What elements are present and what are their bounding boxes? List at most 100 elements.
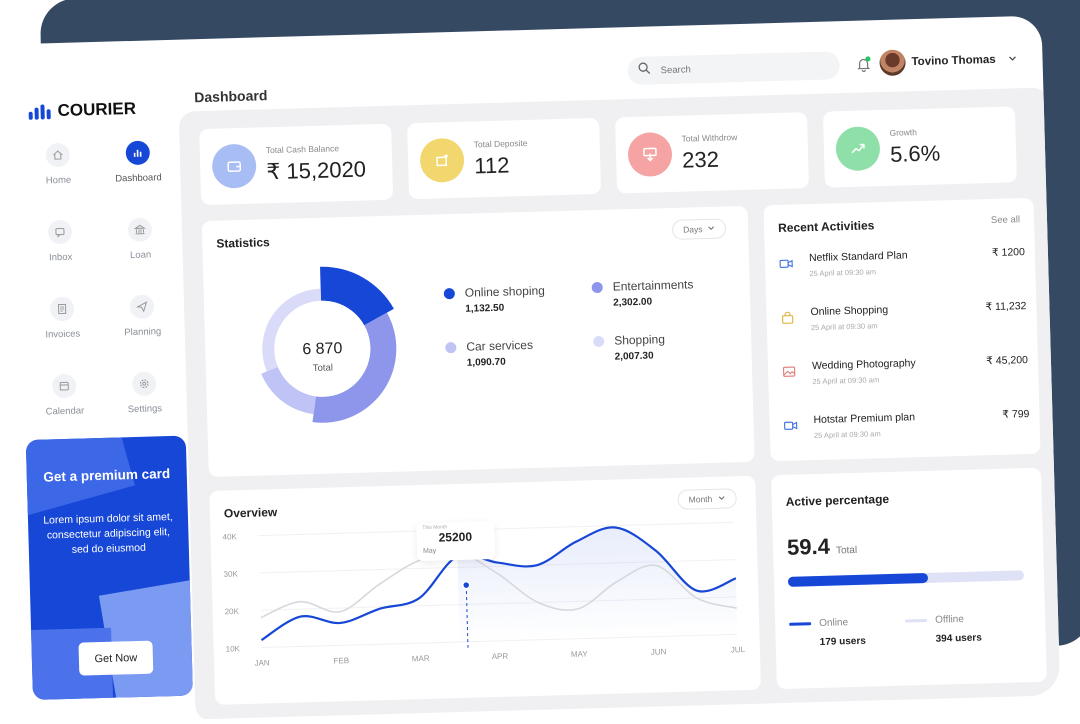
user-menu[interactable]: Tovino Thomas <box>879 46 1018 77</box>
stat-label: Growth <box>889 127 918 138</box>
sidebar-item-loan[interactable]: Loan <box>100 217 181 262</box>
stat-card-growth[interactable]: Growth 5.6% <box>822 106 1017 188</box>
donut-slice <box>261 366 316 415</box>
legend-entertainments: Entertainments 2,302.00 <box>591 277 694 309</box>
chevron-down-icon <box>707 224 715 234</box>
legend-value: 2,302.00 <box>613 296 653 309</box>
promo-decoration <box>98 579 193 700</box>
sidebar-item-planning[interactable]: Planning <box>102 294 183 339</box>
donut-total-value: 6 870 <box>302 340 343 359</box>
active-percentage-title: Active percentage <box>785 491 890 509</box>
x-tick-label: APR <box>492 652 509 661</box>
overview-card: Overview Month 10K 20K 30K 40K JAN FEB MAR APR M… <box>209 475 762 705</box>
offline-label: Offline <box>934 613 965 626</box>
legend-car-services: Car services 1,090.70 <box>445 338 533 369</box>
activity-amount: ₹ 799 <box>1002 408 1030 421</box>
notification-bell-icon[interactable] <box>855 56 871 73</box>
see-all-link[interactable]: See all <box>990 214 1021 227</box>
x-tick-label: FEB <box>333 656 349 665</box>
donut-center: 6 870 Total <box>282 340 363 375</box>
area-fill <box>457 527 738 643</box>
sidebar-nav: Home Dashboard Inbox Loan Invoices Plann… <box>17 140 185 418</box>
x-tick-label: MAR <box>412 654 430 663</box>
y-tick-label: 40K <box>222 532 237 541</box>
chevron-down-icon <box>717 494 725 504</box>
stat-card-cash-balance[interactable]: Total Cash Balance ₹ 15,2020 <box>199 123 394 206</box>
logo-icon <box>28 103 51 120</box>
stat-label: Total Withdrow <box>681 132 738 144</box>
sidebar-item-settings[interactable]: Settings <box>104 371 185 416</box>
recent-activities-card: Recent Activities See all Netflix Standa… <box>763 197 1041 462</box>
donut-slice <box>320 266 394 326</box>
offline-users: 394 users <box>935 632 982 645</box>
activity-date: 25 April at 09:30 am <box>813 429 881 441</box>
activity-name: Netflix Standard Plan <box>808 249 908 265</box>
grid-line <box>258 521 735 537</box>
legend-label: Shopping <box>614 332 666 348</box>
chart-tooltip: This Month 25200 May <box>416 521 496 562</box>
invoice-icon <box>49 296 75 322</box>
stat-card-withdraw[interactable]: Total Withdrow 232 <box>614 112 810 194</box>
highlight-line <box>465 585 469 648</box>
growth-icon <box>835 126 881 172</box>
statistics-title: Statistics <box>216 235 270 251</box>
online-stat: Online 179 users <box>789 617 866 649</box>
bag-icon <box>780 311 794 325</box>
active-progress-track <box>787 570 1025 587</box>
sidebar-item-dashboard[interactable]: Dashboard <box>97 140 178 185</box>
sidebar-item-invoices[interactable]: Invoices <box>22 296 103 341</box>
activity-item[interactable]: Online Shopping 25 April at 09:30 am ₹ 1… <box>780 300 1027 345</box>
active-value: 59.4 <box>786 533 831 560</box>
chevron-down-icon <box>1007 53 1017 66</box>
notification-dot <box>865 56 871 62</box>
sidebar-item-inbox[interactable]: Inbox <box>20 219 101 264</box>
legend-label: Car services <box>466 337 534 354</box>
month-filter-dropdown[interactable]: Month <box>677 488 737 510</box>
stat-card-deposit[interactable]: Total Deposite 112 <box>407 117 602 200</box>
x-tick-label: MAY <box>571 649 589 658</box>
days-filter-dropdown[interactable]: Days <box>671 218 727 240</box>
activity-item[interactable]: Hotstar Premium plan 25 April at 09:30 a… <box>783 408 1030 453</box>
stat-value: ₹ 15,2020 <box>266 156 367 185</box>
search-input[interactable] <box>658 59 823 77</box>
offline-stat: Offline 394 users <box>905 613 982 645</box>
stat-label: Total Deposite <box>473 137 528 150</box>
avatar <box>879 49 906 77</box>
series-line-secondary <box>260 551 737 619</box>
sidebar-item-calendar[interactable]: Calendar <box>24 373 105 418</box>
chart-icon <box>125 140 151 166</box>
sidebar-item-home[interactable]: Home <box>17 142 98 187</box>
activity-date: 25 April at 09:30 am <box>812 375 880 387</box>
activity-name: Wedding Photography <box>811 357 916 373</box>
highlight-point <box>461 580 471 590</box>
active-label: Total <box>835 544 858 557</box>
recent-activities-title: Recent Activities <box>777 218 875 235</box>
legend-shopping: Shopping 2,007.30 <box>593 332 666 363</box>
activity-item[interactable]: Wedding Photography 25 April at 09:30 am… <box>782 354 1029 399</box>
y-tick-label: 20K <box>225 607 240 616</box>
activity-item[interactable]: Netflix Standard Plan 25 April at 09:30 … <box>779 246 1026 291</box>
settings-icon <box>131 371 157 397</box>
activity-amount: ₹ 1200 <box>991 246 1026 260</box>
search-bar[interactable] <box>627 51 841 86</box>
stat-value: 112 <box>473 152 510 179</box>
legend-online-shoping: Online shoping 1,132.50 <box>443 284 546 316</box>
main-content: Total Cash Balance ₹ 15,2020 Total Deposi… <box>178 87 1061 722</box>
get-now-button[interactable]: Get Now <box>78 640 154 676</box>
video-icon <box>783 419 798 433</box>
active-total: 59.4 Total <box>787 533 858 561</box>
legend-dot <box>591 281 603 293</box>
activity-amount: ₹ 45,200 <box>986 354 1029 368</box>
message-icon <box>47 219 73 245</box>
y-tick-label: 10K <box>226 644 241 653</box>
home-icon <box>45 142 71 168</box>
overview-line-chart: 10K 20K 30K 40K JAN FEB MAR APR MAY JUN JUL <box>222 521 746 668</box>
legend-value: 1,090.70 <box>466 356 506 369</box>
tooltip-value: 25200 <box>438 529 473 545</box>
sidebar-item-label: Invoices <box>45 328 81 341</box>
brand-logo[interactable]: COURIER <box>28 99 136 122</box>
deposit-icon <box>419 137 465 183</box>
image-icon <box>782 365 796 379</box>
activity-name: Hotstar Premium plan <box>813 411 916 427</box>
search-icon <box>637 61 651 79</box>
